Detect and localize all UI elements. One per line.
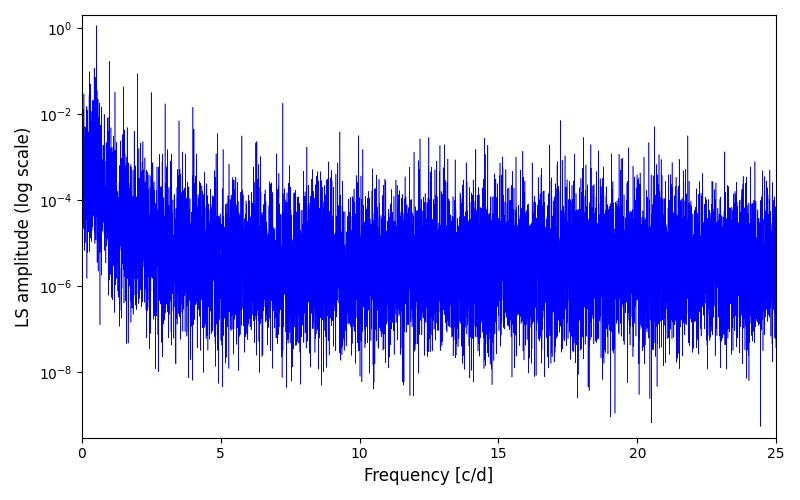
Y-axis label: LS amplitude (log scale): LS amplitude (log scale) bbox=[15, 126, 33, 326]
X-axis label: Frequency [c/d]: Frequency [c/d] bbox=[364, 467, 494, 485]
